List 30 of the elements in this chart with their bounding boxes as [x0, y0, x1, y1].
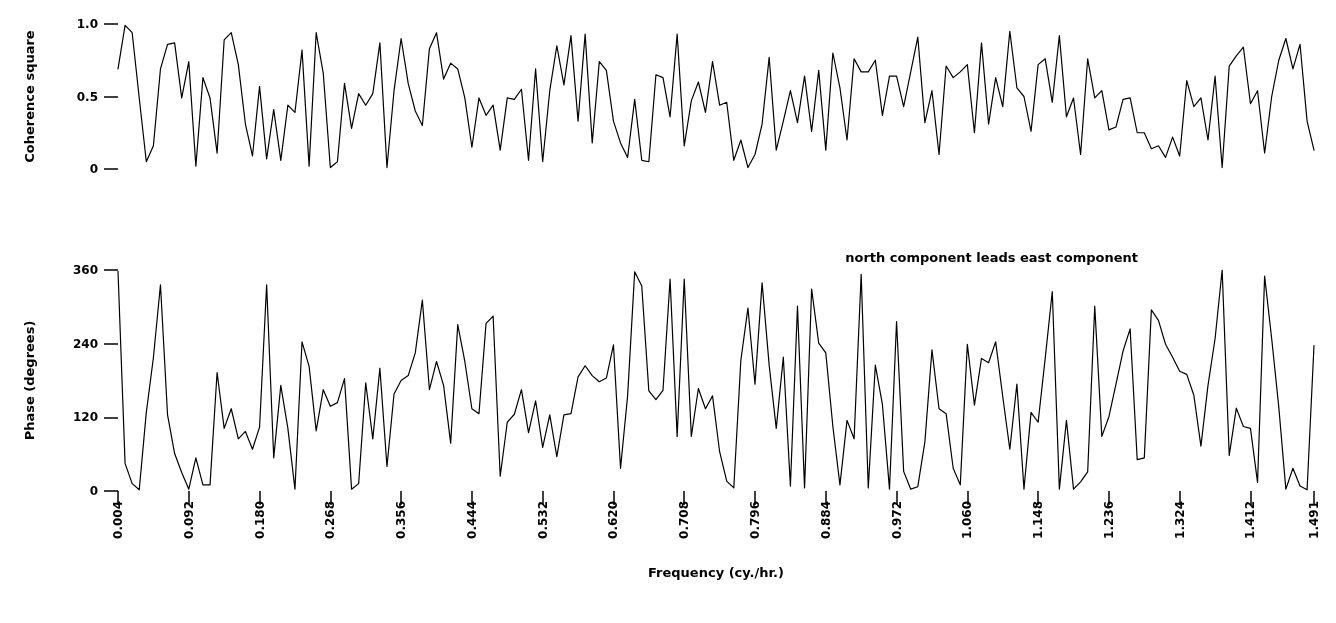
x-tick-label: 0.884: [818, 501, 833, 539]
y-axis-title: Phase (degrees): [22, 320, 37, 441]
x-axis-title: Frequency (cy./hr.): [648, 565, 784, 580]
y-tick-label: 120: [72, 410, 98, 425]
y-tick-label: 240: [72, 336, 98, 351]
x-tick-label: 0.620: [606, 501, 621, 539]
x-tick-label: 0.708: [677, 501, 692, 539]
x-tick-label: 0.092: [181, 501, 196, 539]
y-axis-title: Coherence square: [22, 30, 37, 163]
y-tick-label: 0: [89, 162, 98, 176]
x-tick-label: 0.180: [252, 501, 267, 539]
x-tick-label: 0.532: [535, 501, 550, 539]
x-tick-label: 1.060: [960, 501, 975, 539]
x-tick-label: 1.412: [1243, 501, 1258, 539]
y-tick-label: 0: [89, 484, 98, 498]
x-tick-label: 1.324: [1172, 501, 1187, 539]
y-tick-label: 1.0: [76, 17, 98, 31]
x-tick-label: 1.491: [1307, 501, 1321, 539]
x-tick-label: 0.444: [464, 501, 479, 539]
y-tick-label: 0.5: [76, 89, 98, 104]
x-tick-label: 1.148: [1031, 501, 1046, 539]
line-series: [117, 24, 1315, 169]
x-tick-label: 0.796: [748, 501, 763, 539]
y-tick-label: 360: [72, 263, 98, 277]
x-tick-label: 0.004: [111, 501, 125, 539]
x-tick-label: 0.972: [889, 501, 904, 539]
x-tick-label: 1.236: [1101, 501, 1116, 539]
x-tick-label: 0.356: [394, 501, 409, 539]
text: north component leads east component: [845, 250, 1139, 265]
x-tick-label: 0.268: [323, 501, 338, 539]
